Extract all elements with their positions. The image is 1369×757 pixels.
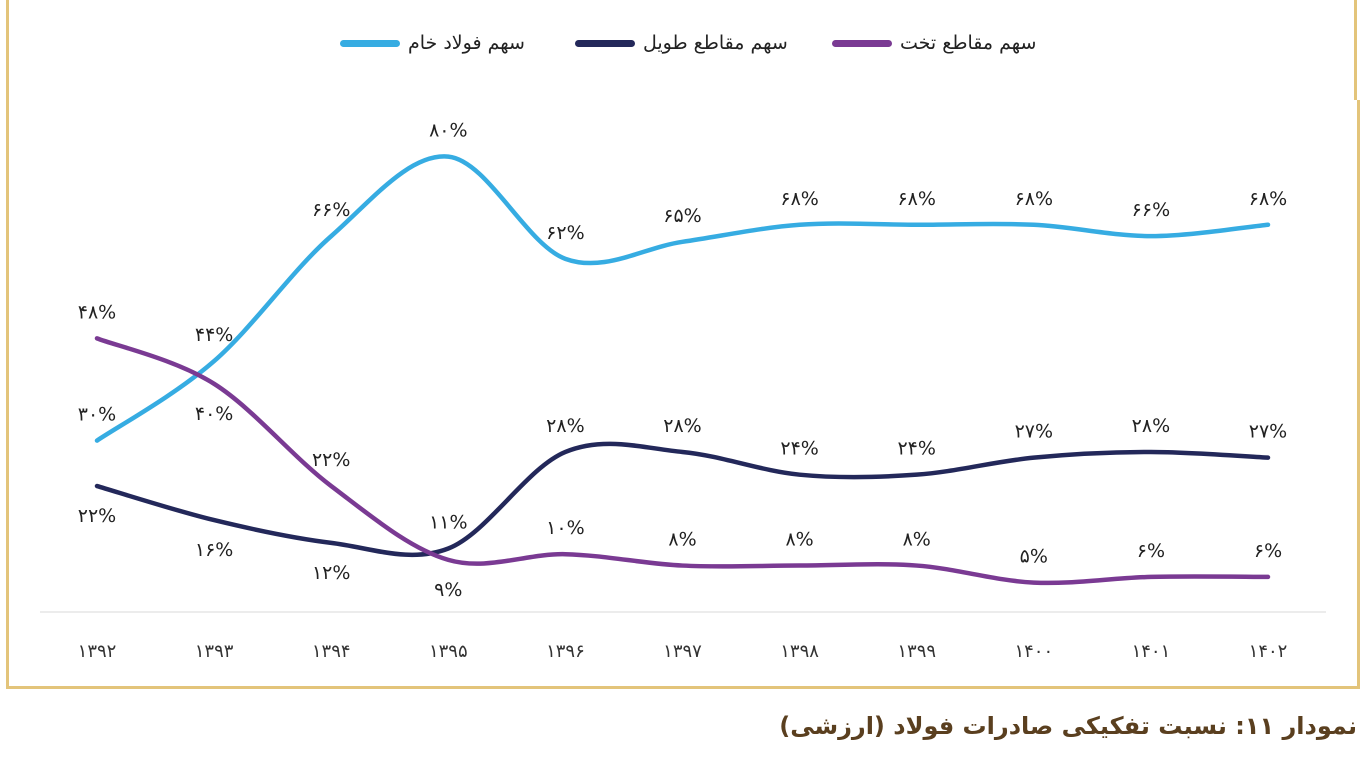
data-label: ۲۸%	[1132, 415, 1170, 437]
legend-item-flat-sections: سهم مقاطع تخت	[832, 32, 1036, 54]
data-label: ۱۶%	[195, 539, 233, 561]
legend-label: سهم مقاطع طویل	[643, 32, 788, 54]
data-label: ۱۰%	[546, 517, 584, 539]
x-tick-label: ۱۳۹۶	[546, 641, 585, 662]
data-label: ۲۸%	[663, 415, 701, 437]
data-label: ۳۰%	[78, 404, 116, 426]
series-line	[94, 154, 1271, 443]
frame-edge	[1354, 0, 1357, 100]
data-label: ۶%	[1137, 540, 1165, 562]
legend-label: سهم مقاطع تخت	[900, 32, 1037, 54]
data-label: ۶۸%	[897, 188, 935, 210]
data-label: ۴۴%	[195, 324, 233, 346]
x-tick-label: ۱۳۹۳	[195, 641, 234, 662]
data-label: ۶۸%	[1249, 188, 1287, 210]
frame-edge	[6, 0, 9, 100]
x-tick-label: ۱۴۰۲	[1249, 641, 1288, 662]
data-label: ۱۱%	[429, 512, 467, 534]
data-label: ۲۴%	[897, 438, 935, 460]
data-label: ۲۲%	[312, 449, 350, 471]
data-label: ۶%	[1254, 540, 1282, 562]
data-label: ۲۴%	[780, 438, 818, 460]
data-label: ۴۸%	[78, 301, 116, 323]
data-label: ۶۶%	[312, 199, 350, 221]
data-label: ۶۸%	[1015, 188, 1053, 210]
data-label: ۶۸%	[780, 188, 818, 210]
series-line	[94, 336, 1271, 586]
data-label: ۸%	[785, 529, 813, 551]
data-label: ۶۲%	[546, 222, 584, 244]
x-tick-label: ۱۳۹۹	[897, 641, 936, 662]
legend-label: سهم فولاد خام	[408, 32, 525, 54]
data-label: ۹%	[434, 579, 462, 601]
x-tick-label: ۱۴۰۱	[1132, 641, 1171, 662]
legend-swatch	[575, 39, 635, 47]
x-tick-label: ۱۳۹۵	[429, 641, 468, 662]
chart-frame	[6, 100, 1360, 689]
data-label: ۲۸%	[546, 415, 584, 437]
legend-item-raw-steel: سهم فولاد خام	[340, 32, 525, 54]
x-tick-label: ۱۳۹۸	[780, 641, 819, 662]
series-line	[94, 441, 1271, 558]
x-tick-label: ۱۳۹۷	[663, 641, 702, 662]
legend-item-long-sections: سهم مقاطع طویل	[575, 32, 788, 54]
legend-swatch	[832, 39, 892, 47]
legend-swatch	[340, 39, 400, 47]
data-label: ۸۰%	[429, 120, 467, 142]
x-tick-label: ۱۳۹۲	[78, 641, 117, 662]
data-label: ۲۷%	[1015, 421, 1053, 443]
data-label: ۶۶%	[1132, 199, 1170, 221]
x-tick-label: ۱۴۰۰	[1014, 641, 1053, 662]
data-label: ۱۲%	[312, 562, 350, 584]
data-label: ۲۲%	[78, 505, 116, 527]
data-label: ۸%	[903, 529, 931, 551]
data-label: ۸%	[668, 529, 696, 551]
x-tick-label: ۱۳۹۴	[312, 641, 351, 662]
data-label: ۴۰%	[195, 403, 233, 425]
chart-title: نمودار ۱۱: نسبت تفکیکی صادرات فولاد (ارز…	[779, 712, 1357, 740]
data-label: ۲۷%	[1249, 421, 1287, 443]
data-label: ۵%	[1020, 546, 1048, 568]
data-label: ۶۵%	[663, 205, 701, 227]
